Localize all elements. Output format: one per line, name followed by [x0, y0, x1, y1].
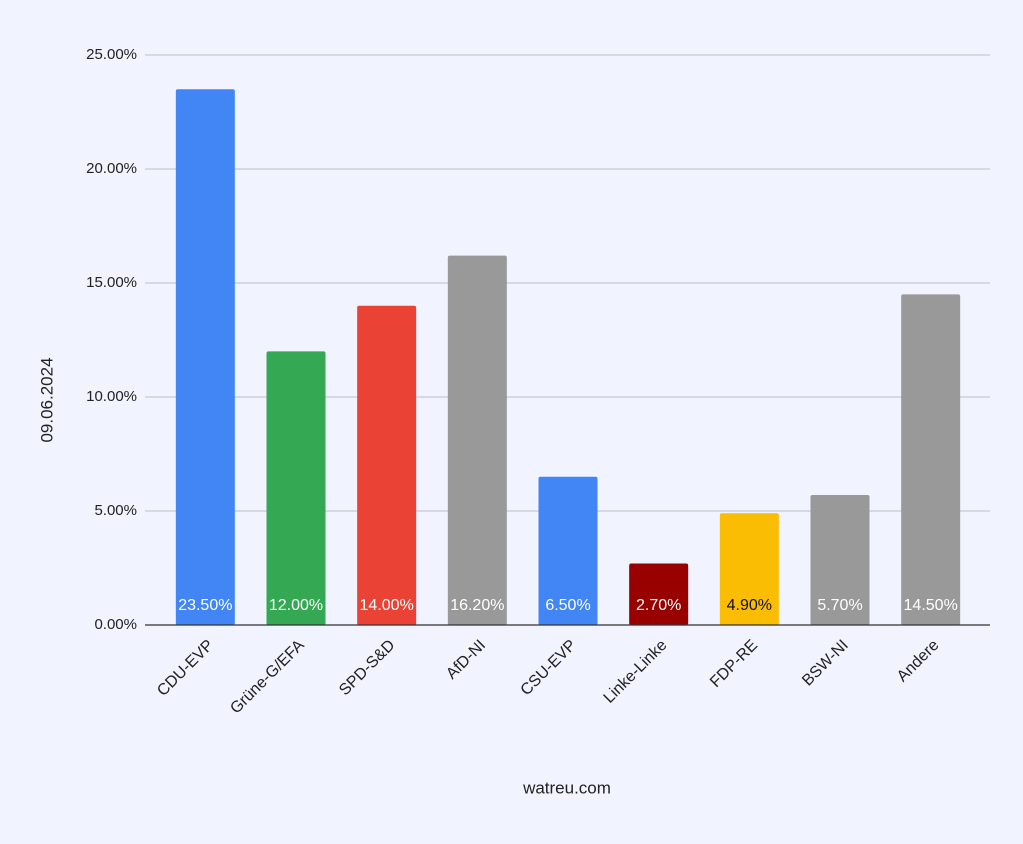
y-axis-label: 09.06.2024	[37, 357, 56, 442]
y-tick-label: 15.00%	[86, 274, 137, 291]
bar	[719, 513, 779, 625]
y-tick-label: 5.00%	[94, 502, 137, 519]
y-tick-label: 0.00%	[94, 616, 137, 633]
bar	[901, 294, 961, 625]
data-label: 14.50%	[904, 597, 958, 614]
bar	[810, 495, 870, 625]
data-label: 14.00%	[360, 597, 414, 614]
data-label: 5.70%	[817, 597, 862, 614]
data-label: 16.20%	[450, 597, 504, 614]
data-label: 23.50%	[178, 597, 232, 614]
x-axis-label: watreu.com	[522, 778, 611, 797]
bar	[538, 476, 598, 625]
bar	[629, 563, 689, 625]
data-label: 4.90%	[727, 597, 772, 614]
data-label: 6.50%	[545, 597, 590, 614]
bar	[357, 305, 417, 625]
y-tick-label: 10.00%	[86, 388, 137, 405]
y-tick-label: 20.00%	[86, 160, 137, 177]
data-label: 12.00%	[269, 597, 323, 614]
data-label: 2.70%	[636, 597, 681, 614]
bar	[447, 255, 507, 625]
bar	[175, 89, 235, 625]
bar	[266, 351, 326, 625]
y-tick-label: 25.00%	[86, 46, 137, 63]
